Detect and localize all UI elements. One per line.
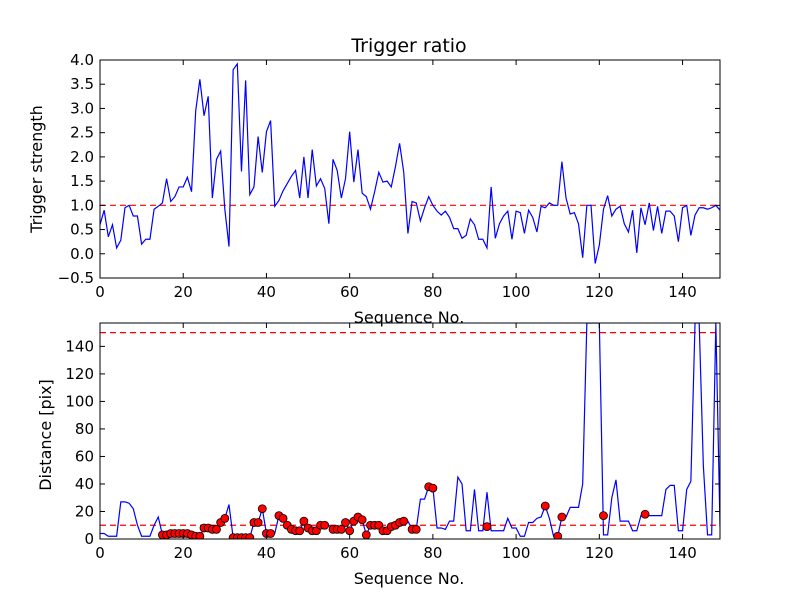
data-point (212, 524, 221, 534)
x-tick-label: 20 (174, 544, 193, 562)
y-tick-label: 120 (65, 365, 94, 383)
y-tick-label: 2.5 (70, 124, 94, 142)
data-point (557, 512, 567, 522)
y-tick-label: 40 (75, 475, 94, 493)
x-tick-label: 120 (585, 283, 614, 301)
x-tick-label: 60 (340, 544, 359, 562)
data-point (399, 516, 409, 526)
data-point (345, 526, 355, 536)
x-tick-label: 140 (668, 283, 697, 301)
x-tick-label: 80 (423, 283, 442, 301)
data-point (299, 516, 309, 526)
trigger-ratio-chart: Trigger ratio 0 20 40 60 80 100 120 140−0.50.00… (27, 35, 721, 327)
data-point (599, 511, 608, 521)
y-tick-label: −0.5 (58, 269, 94, 287)
y-tick-label: 0.0 (70, 245, 94, 263)
data-point (257, 504, 267, 514)
series-line (100, 62, 720, 264)
data-point (553, 531, 563, 539)
y-tick-label: 140 (65, 337, 94, 355)
data-point (411, 524, 421, 534)
data-point (266, 529, 276, 538)
y-tick-label: 60 (75, 447, 94, 465)
plot-frame (99, 322, 721, 540)
y-axis-label: Trigger strength (27, 105, 46, 234)
y-tick-label: 0 (84, 530, 94, 548)
y-tick-label: 4.0 (70, 51, 94, 69)
distance-plot-area: 0 20 40 60 80 100 120 140 0 20 40 60 80 100 120 140 (65, 322, 721, 562)
data-point (245, 533, 255, 539)
x-tick-label: 40 (257, 283, 276, 301)
data-point (278, 513, 288, 523)
y-tick-label: 0.5 (70, 221, 94, 239)
y-tick-label: 1.5 (70, 172, 94, 190)
x-tick-label: 120 (585, 544, 614, 562)
plot-frame (99, 59, 721, 279)
data-point (195, 531, 205, 539)
data-point (336, 524, 346, 534)
x-tick-label: 140 (668, 544, 697, 562)
y-tick-label: 20 (75, 502, 94, 520)
data-point (295, 526, 305, 536)
x-axis-label: Sequence No. (354, 569, 465, 588)
data-point (253, 518, 263, 527)
y-tick-label: 3.0 (70, 99, 94, 117)
series-line (100, 323, 720, 539)
y-tick-label: 80 (75, 420, 94, 438)
data-point (428, 483, 438, 493)
data-point (640, 509, 650, 519)
y-axis-label: Distance [pix] (36, 379, 55, 491)
data-point (482, 522, 492, 532)
x-tick-label: 100 (502, 544, 531, 562)
data-point (540, 501, 550, 511)
data-point (220, 513, 230, 523)
data-point (357, 515, 367, 525)
y-tick-label: 3.5 (70, 75, 94, 93)
data-point (341, 518, 350, 527)
x-tick-label: 0 (95, 283, 105, 301)
trigger-plot-area: 0 20 40 60 80 100 120 140 −0.5 0.0 0.5 1.0 1.5 2.0 2.5… (58, 51, 721, 301)
x-tick-label: 60 (340, 283, 359, 301)
distance-chart: 0 20 40 60 80 100 120 140 0 20 40 60 80 100 120 140 Seq… (36, 322, 721, 588)
x-tick-label: 100 (502, 283, 531, 301)
x-tick-label: 80 (423, 544, 442, 562)
chart-title: Trigger ratio (350, 35, 466, 57)
y-tick-label: 1.0 (70, 196, 94, 214)
x-tick-label: 40 (257, 544, 276, 562)
y-tick-label: 100 (65, 392, 94, 410)
data-point (361, 530, 371, 539)
data-point (320, 520, 330, 530)
x-tick-label: 20 (174, 283, 193, 301)
x-tick-label: 0 (95, 544, 105, 562)
x-axis-label: Sequence No. (354, 308, 465, 327)
y-tick-label: 2.0 (70, 148, 94, 166)
